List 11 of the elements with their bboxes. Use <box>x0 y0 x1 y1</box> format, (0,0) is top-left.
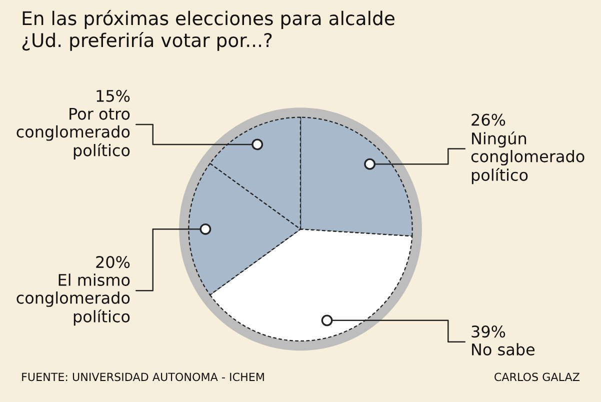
data-label: 26% <box>472 114 506 126</box>
text: CARLOS GALAZ <box>494 372 580 382</box>
source-note: FUENTE: UNIVERSIDAD AUTONOMA - ICHEM <box>22 372 264 382</box>
slice-label: El mismo conglomerado político <box>16 274 130 326</box>
data-label: 20% <box>96 256 130 268</box>
data-label: 15% <box>96 90 130 102</box>
data-label: 39% <box>472 326 506 338</box>
slice-label: No sabe <box>472 343 535 356</box>
slice-label: Por otro conglomerado político <box>16 108 130 160</box>
chart-title: En las próximas elecciones para alcalde ¿Ud. preferiría votar por...? <box>22 10 394 51</box>
slice-label: Ningún conglomerado político <box>471 131 584 184</box>
